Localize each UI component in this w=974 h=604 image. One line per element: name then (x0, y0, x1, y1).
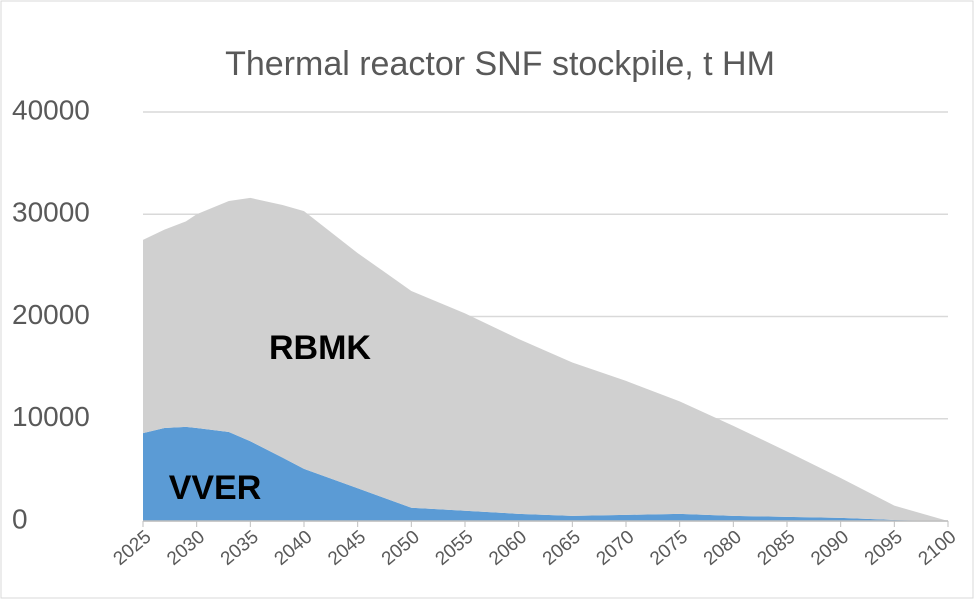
y-tick-label: 10000 (12, 401, 90, 432)
y-tick-label: 30000 (12, 197, 90, 228)
y-tick-label: 20000 (12, 299, 90, 330)
series-label: VVER (169, 469, 262, 507)
area (143, 197, 948, 521)
chart-title: Thermal reactor SNF stockpile, t HM (225, 45, 775, 83)
y-tick-label: 40000 (12, 94, 90, 125)
area (143, 426, 948, 521)
series-label: RBMK (269, 329, 371, 367)
y-tick-label: 0 (12, 503, 28, 534)
